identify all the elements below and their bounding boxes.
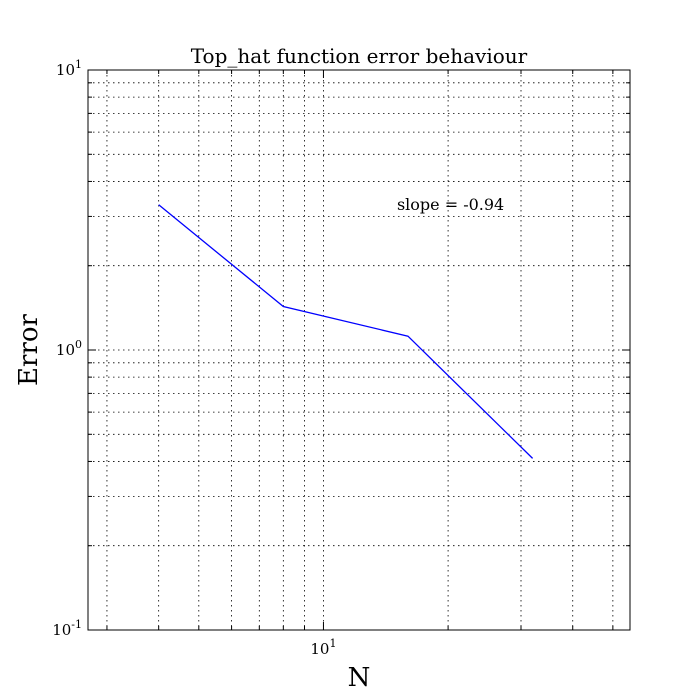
series-line xyxy=(158,204,534,459)
chart-title: Top_hat function error behaviour xyxy=(191,44,528,68)
plot-area-frame xyxy=(87,69,631,631)
y-tick-label: 101 xyxy=(56,58,82,79)
y-tick-label: 100 xyxy=(56,338,82,359)
grid-lines xyxy=(88,70,630,630)
y-axis-label: Error xyxy=(14,313,44,385)
series-layer xyxy=(158,204,534,459)
slope-annotation: slope = -0.94 xyxy=(397,195,504,214)
y-tick-label: 10-1 xyxy=(52,618,82,639)
tick-labels: 101 10-1 100 101 xyxy=(52,58,336,658)
x-axis-label: N xyxy=(348,663,371,693)
annotations: slope = -0.94 xyxy=(397,195,504,214)
x-tick-label: 101 xyxy=(310,637,336,658)
